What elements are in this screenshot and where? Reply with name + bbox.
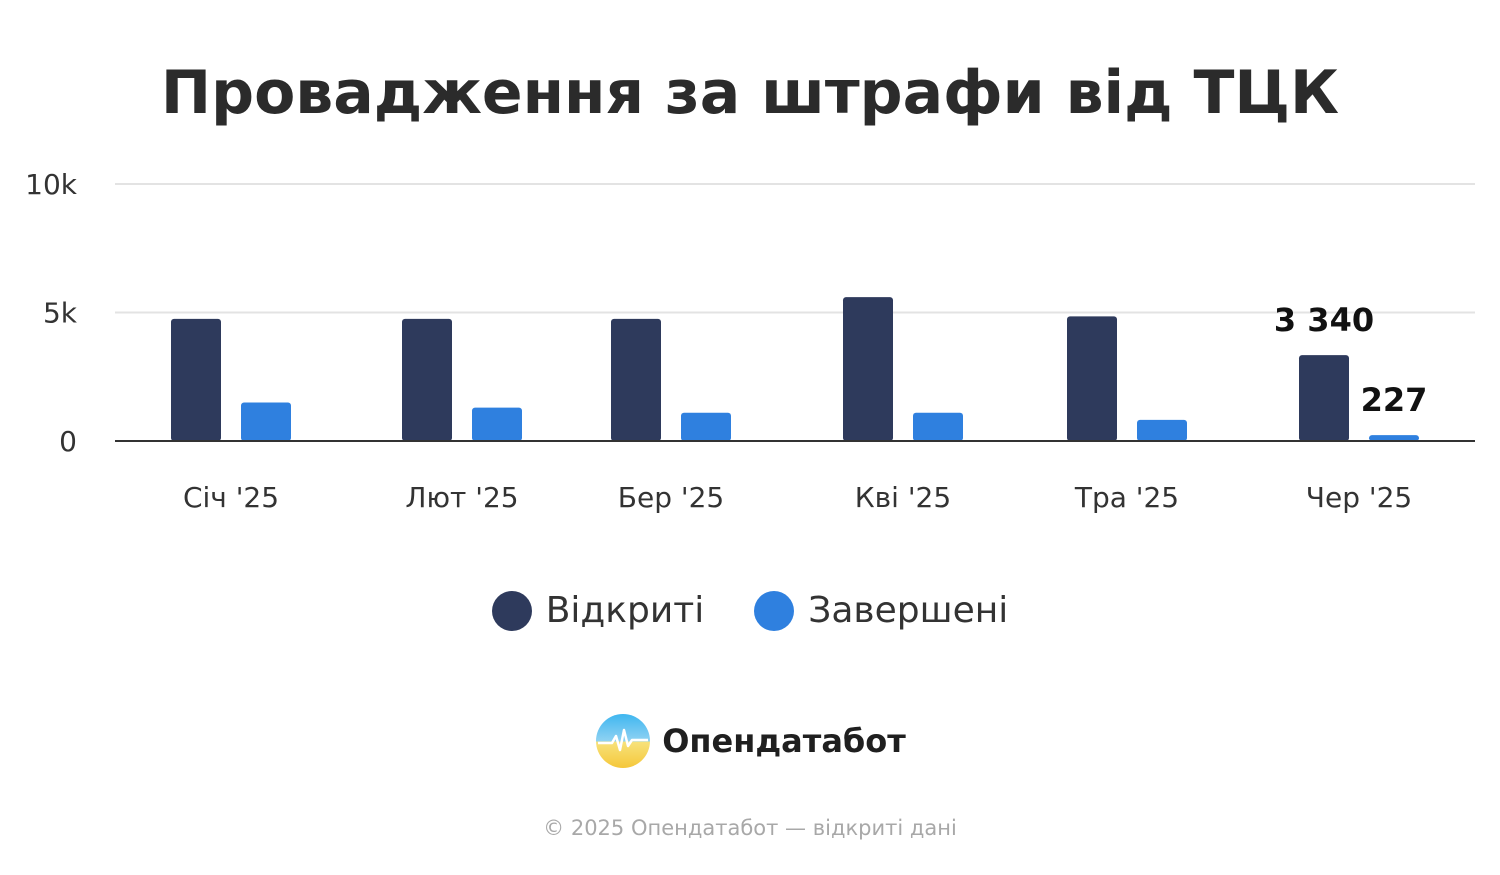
x-tick-label: Тра '25: [1074, 481, 1179, 514]
legend-label-completed: Завершені: [808, 590, 1009, 631]
x-tick-label: Лют '25: [405, 481, 518, 514]
bar-completed[interactable]: [1369, 435, 1419, 441]
legend-label-opened: Відкриті: [545, 590, 705, 631]
bar-completed[interactable]: [913, 412, 963, 441]
bar-opened[interactable]: [1067, 316, 1117, 441]
brand-block: Опендатабот: [0, 712, 1500, 770]
brand-name: Опендатабот: [662, 722, 906, 760]
x-tick-label: Бер '25: [618, 481, 724, 514]
chart-legend: Відкриті Завершені: [0, 590, 1500, 631]
bar-completed[interactable]: [1137, 419, 1187, 441]
opendatabot-logo-icon: [596, 714, 651, 768]
y-tick-label: 0: [59, 425, 77, 458]
footer-copyright: © 2025 Опендатабот — відкриті дані: [543, 816, 957, 840]
bar-completed[interactable]: [472, 407, 522, 441]
y-tick-label: 5k: [43, 297, 78, 330]
bar-chart: 0 5k 10k Січ '25 Лют '25 Бер '25 Кві '25 Тра '2…: [25, 168, 1475, 514]
data-label: 3 340: [1274, 301, 1374, 339]
legend-swatch-opened: [491, 590, 532, 631]
bar-opened[interactable]: [843, 297, 893, 441]
legend-item-opened[interactable]: Відкриті: [491, 590, 705, 631]
x-tick-label: Чер '25: [1306, 481, 1412, 514]
bar-opened[interactable]: [171, 318, 221, 441]
bar-completed[interactable]: [241, 402, 291, 441]
chart-title: Провадження за штрафи від ТЦК: [160, 58, 1340, 128]
legend-swatch-completed: [754, 590, 795, 631]
y-tick-label: 10k: [25, 168, 78, 201]
x-tick-label: Кві '25: [855, 481, 951, 514]
legend-item-completed[interactable]: Завершені: [754, 590, 1008, 631]
bar-opened[interactable]: [611, 318, 661, 441]
bar-opened[interactable]: [402, 318, 452, 441]
data-label: 227: [1361, 381, 1428, 419]
bar-completed[interactable]: [681, 412, 731, 441]
bar-opened[interactable]: [1299, 355, 1349, 441]
x-tick-label: Січ '25: [183, 481, 279, 514]
